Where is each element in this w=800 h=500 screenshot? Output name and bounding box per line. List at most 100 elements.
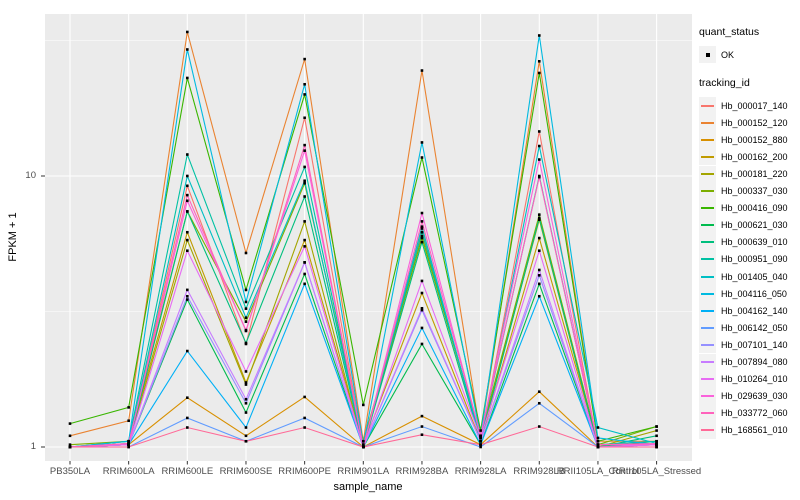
legend-tracking-items: Hb_000017_140 Hb_000152_120 Hb_000152_880 H… [699, 97, 799, 439]
legend-item: Hb_000621_030 [699, 216, 799, 234]
line-swatch-icon [701, 104, 714, 107]
data-point [655, 445, 658, 449]
data-point [420, 433, 424, 437]
point-swatch-icon [705, 52, 710, 57]
legend: quant_status OK tracking_id Hb_000017_14… [699, 26, 799, 439]
data-point [244, 370, 248, 373]
data-point [68, 445, 72, 449]
legend-item: Hb_000416_090 [699, 199, 799, 217]
line-swatch-icon [701, 275, 714, 278]
line-swatch-icon [701, 292, 714, 295]
data-point [537, 294, 541, 298]
data-point [303, 426, 306, 429]
legend-key-box [699, 165, 716, 183]
data-point [537, 218, 541, 221]
data-point [655, 425, 658, 428]
legend-item: Hb_168561_010 [699, 421, 799, 439]
x-tick-label: PB350LA [49, 466, 91, 477]
y-tick-label: 10 [25, 169, 36, 181]
legend-title-tracking-id: tracking_id [699, 77, 750, 90]
data-point [244, 316, 248, 320]
data-point [596, 443, 600, 446]
data-point [420, 211, 424, 215]
data-point [303, 245, 306, 248]
data-point [303, 82, 306, 86]
data-point [303, 57, 306, 61]
line-swatch-icon [701, 309, 714, 312]
data-point [420, 308, 424, 312]
legend-key-box [699, 233, 716, 251]
legend-item: Hb_004162_140 [699, 302, 799, 320]
x-tick-label: RRIM600LA [102, 466, 155, 477]
data-point [537, 60, 541, 63]
line-swatch-icon [701, 361, 714, 364]
legend-item: Hb_000162_200 [699, 148, 799, 166]
legend-key-box [699, 336, 716, 354]
legend-item-label: Hb_000152_120 [721, 117, 788, 128]
data-point [186, 199, 189, 203]
x-tick-label: RRIM928BA [395, 466, 449, 477]
line-swatch-icon [701, 343, 714, 346]
line-swatch-icon [701, 395, 714, 398]
data-point [186, 193, 189, 197]
data-point [420, 291, 424, 295]
legend-item-label: Hb_007101_140 [721, 339, 788, 350]
data-point [537, 130, 541, 133]
data-point [303, 195, 306, 198]
data-point [186, 294, 189, 298]
line-swatch-icon [701, 241, 714, 244]
data-point [596, 426, 600, 429]
x-axis-title: sample_name [333, 481, 403, 493]
data-point [537, 390, 541, 393]
data-point [127, 419, 130, 423]
legend-item: Hb_006142_050 [699, 319, 799, 337]
data-point [186, 184, 189, 188]
data-point [186, 174, 189, 178]
legend-item: Hb_001405_040 [699, 268, 799, 286]
x-tick-label: RRIM600LE [161, 466, 214, 477]
legend-key-box [699, 353, 716, 371]
data-point [655, 434, 658, 438]
legend-key-box [699, 404, 716, 422]
data-point [186, 76, 189, 80]
legend-item-label: Hb_006142_050 [721, 322, 788, 333]
data-point [362, 443, 365, 446]
legend-item-label: Hb_001405_040 [721, 271, 788, 282]
chart-panel [45, 14, 692, 461]
x-tick-label: RRIM928LA [454, 466, 507, 477]
legend-key-box [699, 199, 716, 217]
x-tick-label: RRIM600SE [219, 466, 273, 477]
data-point [655, 439, 658, 443]
legend-key-box [699, 268, 716, 286]
data-point [186, 396, 189, 400]
legend-item-label: Hb_004116_050 [721, 288, 787, 299]
data-point [186, 230, 189, 234]
data-point [537, 425, 541, 428]
data-point [186, 288, 189, 292]
line-swatch-icon [701, 173, 714, 176]
data-point [420, 141, 424, 144]
data-point [537, 175, 541, 179]
legend-item-label: Hb_000181_220 [721, 169, 788, 180]
legend-item-label: Hb_000162_200 [721, 151, 788, 162]
data-point [596, 436, 600, 440]
data-point [537, 236, 541, 240]
data-point [127, 445, 130, 449]
legend-item-label: Hb_010264_010 [721, 374, 788, 385]
data-point [244, 401, 248, 405]
data-point [479, 439, 482, 443]
y-axis-title: FPKM + 1 [7, 212, 19, 262]
data-point [303, 143, 306, 147]
data-point [186, 30, 189, 34]
data-point [537, 401, 541, 405]
data-point [420, 240, 424, 244]
data-point [244, 439, 248, 443]
data-point [127, 439, 130, 443]
legend-key-box [699, 182, 716, 200]
legend-item: Hb_000181_220 [699, 165, 799, 183]
legend-key-box [699, 97, 716, 115]
data-point [479, 429, 482, 432]
data-point [244, 341, 248, 345]
data-point [303, 179, 306, 183]
